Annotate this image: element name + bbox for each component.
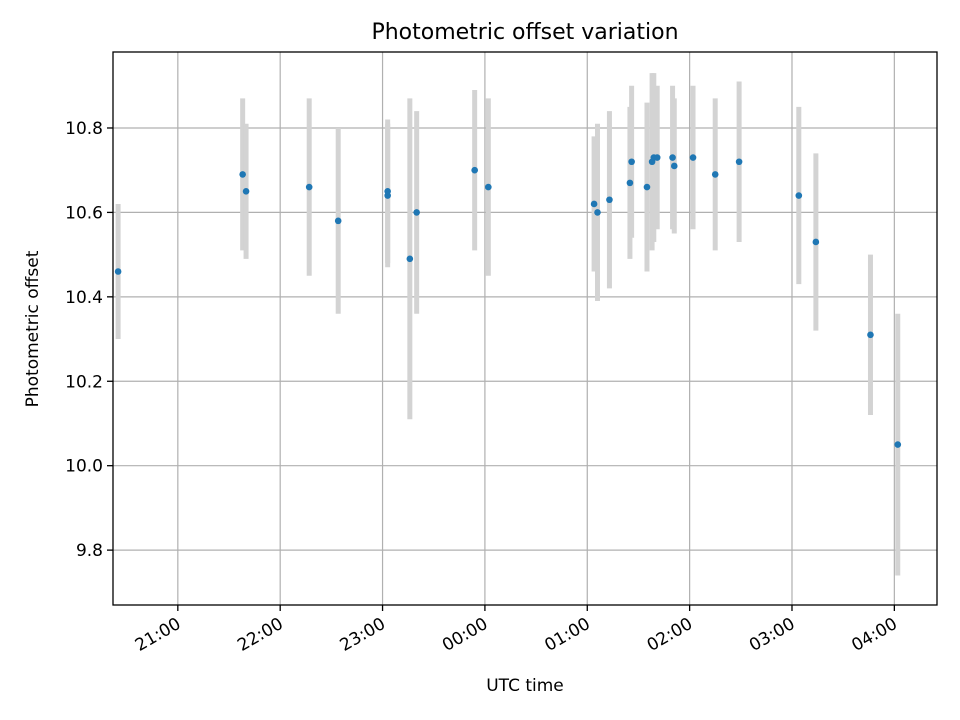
data-point [894,441,902,448]
data-point [305,183,313,191]
data-point [795,192,803,199]
data-point [471,166,478,174]
y-tick-label: 10.8 [65,119,103,139]
data-point [334,217,342,225]
data-point [114,268,122,275]
data-point [242,188,250,195]
data-point [594,209,601,216]
data-point [626,179,634,187]
data-point [413,209,420,216]
y-tick-label: 10.0 [65,457,103,477]
data-point [653,154,661,161]
data-point [643,183,651,191]
data-point [628,158,635,166]
data-point [606,196,613,204]
data-point [689,154,697,161]
data-point [384,188,391,195]
x-axis-label: UTC time [486,676,564,696]
data-point [406,255,414,263]
data-point [239,171,246,178]
plot-frame [112,51,938,606]
data-point [669,154,676,161]
y-tick-label: 10.6 [65,203,103,223]
data-point [670,162,678,170]
y-tick-label: 10.4 [65,288,103,308]
data-point [867,331,874,339]
data-point [590,200,598,208]
y-tick-label: 10.2 [65,372,103,392]
chart-title: Photometric offset variation [371,20,678,45]
point-layer [114,154,902,448]
y-axis-label: Photometric offset [23,250,43,407]
data-point [735,158,743,166]
data-point [711,171,719,178]
grid-layer [113,52,937,605]
y-tick-label: 9.8 [76,541,103,561]
data-point [812,238,820,246]
data-point [485,183,492,191]
